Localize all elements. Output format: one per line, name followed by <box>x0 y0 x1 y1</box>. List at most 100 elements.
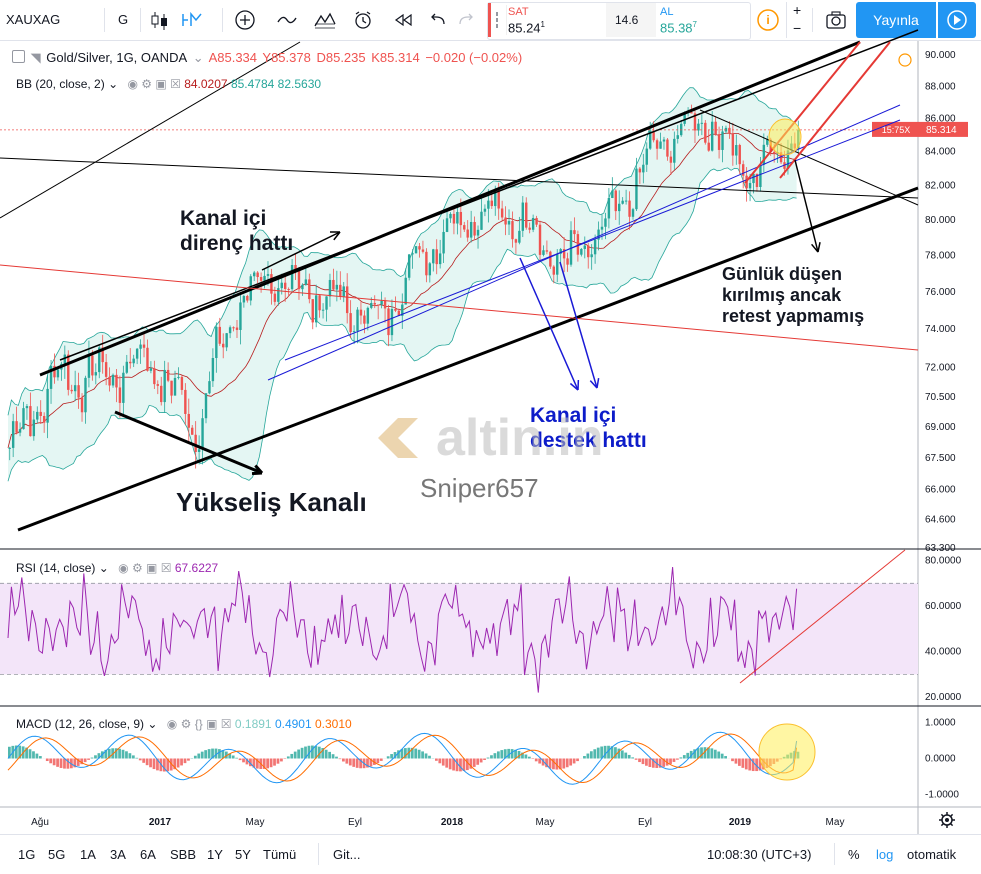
code-icon[interactable]: {} <box>195 717 203 731</box>
bb-label[interactable]: BB (20, close, 2) <box>16 77 105 91</box>
macd-hist-bar <box>94 755 97 758</box>
range-1a[interactable]: 1A <box>80 847 96 862</box>
legend-high: Y85.378 <box>262 50 310 65</box>
candle-body <box>518 231 520 243</box>
settings-gear-icon[interactable] <box>939 812 955 828</box>
macd-hist-bar <box>490 755 493 758</box>
eye-icon[interactable]: ◉ <box>167 717 177 731</box>
range-3a[interactable]: 3A <box>110 847 126 862</box>
macd-hist-bar <box>642 759 645 765</box>
candle-body <box>635 169 637 210</box>
candle-body <box>287 289 289 290</box>
range-1y[interactable]: 1Y <box>207 847 223 862</box>
resistance-line2: direnç hattı <box>180 231 293 256</box>
auto-toggle[interactable]: otomatik <box>907 847 956 862</box>
macd-hist-bar <box>49 759 52 764</box>
macd-hist-bar <box>46 759 49 762</box>
countdown-label: 15:75X <box>882 125 911 135</box>
macd-hist-bar <box>466 759 469 771</box>
candle-body <box>322 310 324 311</box>
candle-body <box>508 221 510 224</box>
range-5g[interactable]: 5G <box>48 847 65 862</box>
candle-body <box>391 309 393 335</box>
macd-hist-bar <box>738 759 741 766</box>
candle-body <box>153 368 155 384</box>
price-tick-label: 64.600 <box>925 515 956 526</box>
macd-hist-bar <box>142 759 145 763</box>
more-icon[interactable]: ▣ <box>146 561 157 575</box>
legend-close: K85.314 <box>371 50 419 65</box>
range-6a[interactable]: 6A <box>140 847 156 862</box>
percent-toggle[interactable]: % <box>848 847 860 862</box>
time-tick-label: Ağu <box>31 817 49 828</box>
macd-hist-bar <box>139 759 142 761</box>
candle-body <box>604 218 606 226</box>
eye-icon[interactable]: ◉ <box>118 561 128 575</box>
legend-title[interactable]: Gold/Silver, 1G, OANDA <box>46 50 187 65</box>
macd-hist-bar <box>631 757 634 758</box>
macd-hist-bar <box>125 751 128 758</box>
candle-body <box>205 393 207 418</box>
candle-body <box>611 191 613 198</box>
macd-hist-bar <box>153 759 156 770</box>
remove-icon[interactable]: ☒ <box>161 561 172 575</box>
macd-hist-bar <box>604 746 607 759</box>
settings-icon[interactable]: ⚙ <box>181 717 192 731</box>
macd-hist-bar <box>566 759 569 768</box>
candle-body <box>535 218 537 225</box>
candle-body <box>339 285 341 297</box>
candle-body <box>246 296 248 300</box>
candle-body <box>370 303 372 308</box>
range-all[interactable]: Tümü <box>263 847 296 862</box>
candle-body <box>236 328 238 330</box>
more-icon[interactable]: ▣ <box>155 77 166 91</box>
candle-body <box>528 228 530 230</box>
price-tick-label: 72.000 <box>925 363 956 374</box>
macd-hist-bar <box>449 759 452 770</box>
macd-hist-bar <box>280 759 283 762</box>
macd-hist-bar <box>442 759 445 766</box>
candle-body <box>281 283 283 288</box>
macd-hist-bar <box>335 757 338 759</box>
goto-button[interactable]: Git... <box>333 847 360 862</box>
daily-line3: retest yapmamış <box>722 306 864 327</box>
candle-body <box>143 345 145 348</box>
collapse-icon[interactable] <box>12 50 25 63</box>
logo-icon: ◥ <box>31 50 41 65</box>
remove-icon[interactable]: ☒ <box>170 77 181 91</box>
range-sbb[interactable]: SBB <box>170 847 196 862</box>
candle-body <box>46 389 48 423</box>
macd-tick-label: -1.0000 <box>925 789 959 800</box>
macd-hist-bar <box>29 749 32 758</box>
macd-hist-bar <box>273 759 276 766</box>
clock-display[interactable]: 10:08:30 (UTC+3) <box>707 847 811 862</box>
range-1g[interactable]: 1G <box>18 847 35 862</box>
macd-hist-bar <box>242 759 245 763</box>
time-tick-label: May <box>246 817 265 828</box>
macd-label[interactable]: MACD (12, 26, close, 9) <box>16 717 144 731</box>
price-tick-label: 74.000 <box>925 324 956 335</box>
range-5y[interactable]: 5Y <box>235 847 251 862</box>
macd-hist-bar <box>63 759 66 769</box>
macd-hist-bar <box>428 756 431 759</box>
candle-body <box>773 152 775 153</box>
candle-body <box>442 232 444 253</box>
macd-hist-bar <box>724 756 727 758</box>
rsi-label[interactable]: RSI (14, close) <box>16 561 95 575</box>
price-tick-label: 82.000 <box>925 180 956 191</box>
log-toggle[interactable]: log <box>876 847 893 862</box>
more-icon[interactable]: ▣ <box>206 717 217 731</box>
candle-body <box>360 310 362 316</box>
candle-body <box>229 327 231 333</box>
candle-body <box>418 246 420 249</box>
resistance-annotation: Kanal içi direnç hattı <box>180 206 293 256</box>
macd-hist-bar <box>459 759 462 772</box>
settings-icon[interactable]: ⚙ <box>141 77 152 91</box>
candle-body <box>222 344 224 348</box>
candle-body <box>19 429 21 433</box>
remove-icon[interactable]: ☒ <box>221 717 232 731</box>
settings-icon[interactable]: ⚙ <box>132 561 143 575</box>
eye-icon[interactable]: ◉ <box>127 77 137 91</box>
candle-body <box>129 362 131 363</box>
candle-body <box>77 385 79 397</box>
